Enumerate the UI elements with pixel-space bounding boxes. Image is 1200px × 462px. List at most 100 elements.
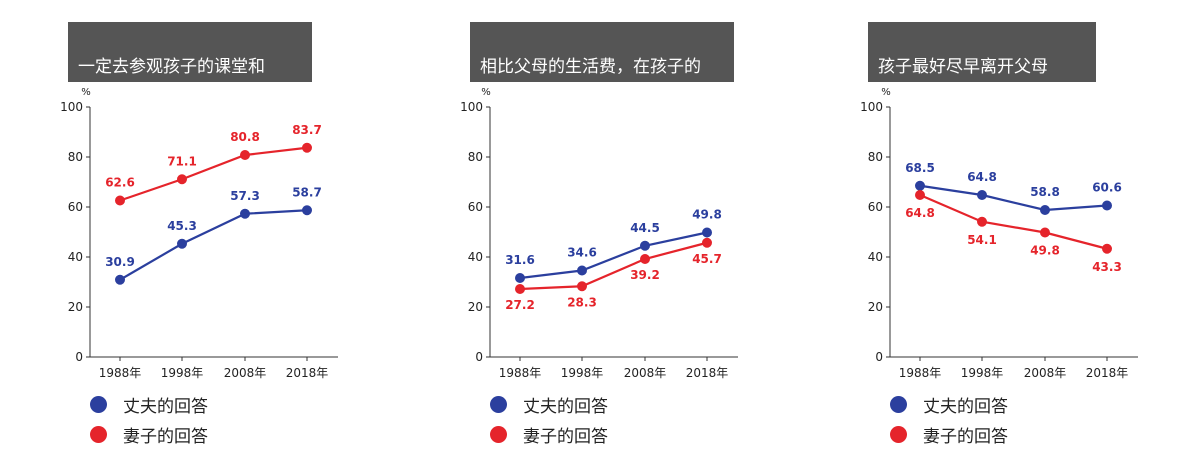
series-line-husband bbox=[119, 209, 308, 281]
data-label-husband: 49.8 bbox=[692, 208, 722, 222]
line-chart-3: % 0 20 40 60 80 100 1988年 1998年 2008年 2018年 68.5 64.… bbox=[860, 87, 1138, 380]
data-point-wife bbox=[1040, 227, 1050, 238]
data-point-husband bbox=[577, 265, 587, 276]
legend-dot-wife bbox=[490, 425, 507, 443]
data-label-wife: 39.2 bbox=[630, 268, 660, 282]
data-point-husband bbox=[302, 205, 312, 216]
data-point-husband bbox=[115, 274, 125, 285]
data-point-husband bbox=[702, 227, 712, 238]
data-label-husband: 68.5 bbox=[905, 161, 935, 175]
legend-dot-wife bbox=[890, 425, 907, 443]
data-point-wife bbox=[240, 150, 250, 160]
chart-title-2: 相比父母的生活费，在孩子的 教育费上花钱更好 bbox=[470, 22, 734, 129]
data-point-husband bbox=[177, 238, 187, 249]
y-tick-label: 60 bbox=[68, 200, 83, 214]
series-line-wife bbox=[919, 193, 1108, 250]
x-tick-label: 1998年 bbox=[561, 366, 604, 380]
y-tick-label: 80 bbox=[68, 150, 83, 164]
legend-label-wife: 妻子的回答 bbox=[523, 426, 608, 447]
chart-panel-2: 相比父母的生活费，在孩子的 教育费上花钱更好 % 0 20 40 60 80 100 1988… bbox=[400, 0, 800, 462]
y-tick-label: 100 bbox=[460, 100, 483, 114]
data-point-husband bbox=[515, 273, 525, 283]
data-label-wife: 71.1 bbox=[167, 154, 197, 168]
data-label-wife: 45.7 bbox=[692, 252, 722, 266]
data-point-husband bbox=[977, 190, 987, 200]
data-point-wife bbox=[577, 281, 587, 292]
data-label-wife: 49.8 bbox=[1030, 244, 1060, 258]
y-tick-label: 20 bbox=[68, 300, 83, 314]
data-point-wife bbox=[1102, 243, 1112, 254]
data-label-husband: 44.5 bbox=[630, 221, 660, 235]
data-label-wife: 80.8 bbox=[230, 130, 260, 144]
chart-title-1-line-1: 一定去参观孩子的课堂和 bbox=[78, 57, 265, 77]
data-label-wife: 64.8 bbox=[905, 206, 935, 220]
y-tick-label: 0 bbox=[475, 350, 483, 364]
data-point-husband bbox=[915, 180, 925, 191]
data-point-wife bbox=[640, 254, 650, 264]
legend-dot-husband bbox=[90, 395, 107, 413]
data-label-husband: 57.3 bbox=[230, 189, 260, 203]
legend-dot-wife bbox=[90, 425, 107, 443]
y-tick-label: 40 bbox=[68, 250, 83, 264]
line-chart-1: % 0 20 40 60 80 100 1988年 1998年 2008年 2018年 30.9 45.… bbox=[60, 87, 338, 380]
legend-item-husband: 丈夫的回答 bbox=[890, 392, 1008, 417]
series-line-wife bbox=[119, 146, 308, 202]
data-point-husband bbox=[640, 240, 650, 251]
data-label-husband: 64.8 bbox=[967, 170, 997, 184]
x-tick-label: 1988年 bbox=[899, 366, 942, 380]
chart-title-1-line-2: 运动会等活动 bbox=[78, 109, 180, 129]
unit-label: % bbox=[481, 87, 491, 98]
series-line-husband bbox=[919, 184, 1108, 212]
chart-panel-3: 孩子最好尽早离开父母 的庇护 % 0 20 40 60 80 100 1988年 1998年 20… bbox=[800, 0, 1200, 462]
data-label-wife: 28.3 bbox=[567, 295, 597, 309]
y-tick-label: 0 bbox=[875, 350, 883, 364]
data-point-wife bbox=[302, 142, 312, 153]
chart-title-3-line-2: 的庇护 bbox=[878, 109, 929, 129]
x-tick-label: 1988年 bbox=[499, 366, 542, 380]
legend-item-husband: 丈夫的回答 bbox=[90, 392, 208, 417]
series-line-husband bbox=[519, 231, 708, 280]
y-tick-label: 100 bbox=[860, 100, 883, 114]
chart-title-1: 一定去参观孩子的课堂和 运动会等活动 bbox=[68, 22, 312, 129]
y-tick-label: 80 bbox=[868, 150, 883, 164]
data-point-wife bbox=[702, 237, 712, 248]
chart-title-3-line-1: 孩子最好尽早离开父母 bbox=[878, 57, 1048, 77]
chart-title-2-line-2: 教育费上花钱更好 bbox=[480, 109, 616, 129]
x-tick-label: 2008年 bbox=[224, 366, 267, 380]
legend-item-husband: 丈夫的回答 bbox=[490, 392, 608, 417]
series-line-wife bbox=[519, 241, 708, 291]
data-label-husband: 58.7 bbox=[292, 185, 322, 199]
legend-label-husband: 丈夫的回答 bbox=[923, 396, 1008, 417]
data-label-husband: 60.6 bbox=[1092, 181, 1122, 195]
legend-label-wife: 妻子的回答 bbox=[123, 426, 208, 447]
y-tick-label: 20 bbox=[868, 300, 883, 314]
data-label-wife: 62.6 bbox=[105, 176, 135, 190]
chart-panel-1: 一定去参观孩子的课堂和 运动会等活动 % 0 20 40 60 80 100 1988年 199… bbox=[0, 0, 400, 462]
data-point-husband bbox=[240, 208, 250, 219]
x-tick-label: 1998年 bbox=[161, 366, 204, 380]
y-tick-label: 0 bbox=[75, 350, 83, 364]
data-label-wife: 43.3 bbox=[1092, 260, 1122, 274]
data-point-husband bbox=[1102, 200, 1112, 211]
data-label-wife: 27.2 bbox=[505, 298, 535, 312]
data-point-wife bbox=[915, 190, 925, 200]
data-point-wife bbox=[177, 174, 187, 185]
line-chart-2: % 0 20 40 60 80 100 1988年 1998年 2008年 2018年 31.6 34.… bbox=[460, 87, 738, 380]
legend-item-wife: 妻子的回答 bbox=[490, 422, 608, 447]
data-label-wife: 54.1 bbox=[967, 233, 997, 247]
legend-label-husband: 丈夫的回答 bbox=[523, 396, 608, 417]
y-tick-label: 80 bbox=[468, 150, 483, 164]
x-tick-label: 2018年 bbox=[686, 366, 729, 380]
data-label-husband: 31.6 bbox=[505, 253, 535, 267]
data-label-husband: 30.9 bbox=[105, 255, 135, 269]
legend-item-wife: 妻子的回答 bbox=[90, 422, 208, 447]
data-label-husband: 58.8 bbox=[1030, 185, 1060, 199]
data-point-husband bbox=[1040, 205, 1050, 215]
data-point-wife bbox=[977, 216, 987, 227]
x-tick-label: 2008年 bbox=[624, 366, 667, 380]
chart-title-3: 孩子最好尽早离开父母 的庇护 bbox=[868, 22, 1096, 129]
legend-item-wife: 妻子的回答 bbox=[890, 422, 1008, 447]
chart-title-2-line-1: 相比父母的生活费，在孩子的 bbox=[480, 57, 701, 77]
x-tick-label: 1998年 bbox=[961, 366, 1004, 380]
y-tick-label: 20 bbox=[468, 300, 483, 314]
